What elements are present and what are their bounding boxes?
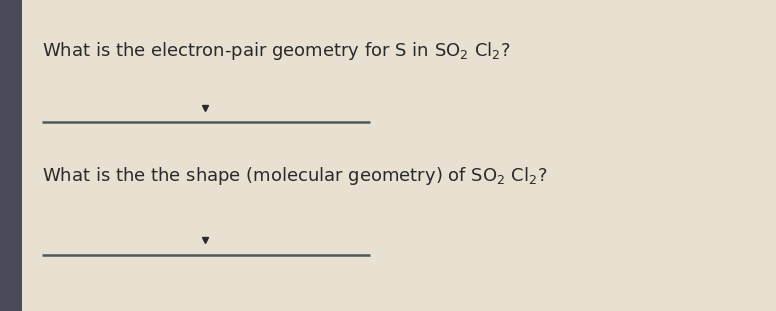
Bar: [0, 0, 22, 311]
Text: What is the electron-pair geometry for S in SO$_2$ Cl$_2$?: What is the electron-pair geometry for S…: [42, 40, 511, 62]
Text: What is the the shape (molecular geometry) of SO$_2$ Cl$_2$?: What is the the shape (molecular geometr…: [42, 165, 547, 187]
